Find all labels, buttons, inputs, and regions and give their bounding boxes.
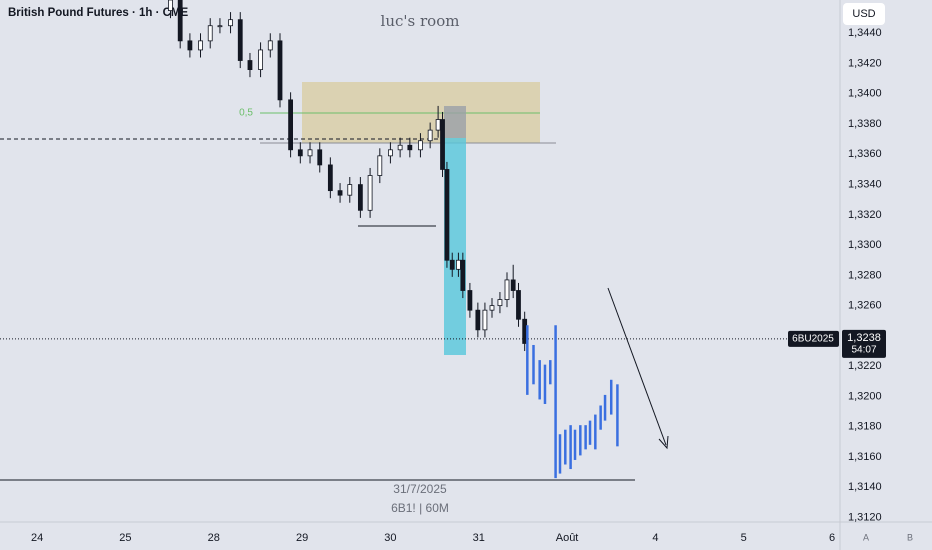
x-tick-label: 28 xyxy=(208,532,220,544)
candle-body xyxy=(267,40,273,51)
candle-body xyxy=(357,184,363,211)
candle-body xyxy=(317,149,323,166)
currency-label[interactable]: USD xyxy=(852,8,875,20)
candle-body xyxy=(516,290,521,320)
y-tick-label: 1,3260 xyxy=(848,300,882,312)
candle-body xyxy=(377,155,383,176)
y-tick-label: 1,3120 xyxy=(848,511,882,523)
candle-body xyxy=(258,49,263,71)
x-tick-label: 24 xyxy=(31,532,43,544)
y-tick-label: 1,3320 xyxy=(848,209,882,221)
y-tick-label: 1,3420 xyxy=(848,57,882,69)
candle-body xyxy=(510,279,516,291)
y-tick-label: 1,3300 xyxy=(848,239,882,251)
candle-body xyxy=(217,25,223,28)
candle-body xyxy=(460,259,466,291)
watermark: luc's room xyxy=(381,12,460,30)
candle-body xyxy=(277,40,283,101)
symbol-title: British Pound Futures · 1h · CME xyxy=(8,7,188,19)
candle-body xyxy=(327,164,333,192)
x-tick-label: 25 xyxy=(119,532,131,544)
candle-body xyxy=(297,149,303,157)
candle-body xyxy=(475,309,481,331)
candle-body xyxy=(337,190,343,196)
candle-body xyxy=(237,19,243,61)
last-price-box xyxy=(842,329,886,358)
candle-body xyxy=(489,305,495,311)
candle-body xyxy=(397,144,403,151)
candle-body xyxy=(427,129,433,142)
y-tick-label: 1,3160 xyxy=(848,451,882,463)
arrow-head xyxy=(658,435,669,450)
candle-body xyxy=(440,119,445,170)
candle-body xyxy=(347,184,353,196)
countdown: 54:07 xyxy=(851,345,876,356)
target-zone xyxy=(444,138,466,355)
candle-body xyxy=(168,0,173,11)
y-tick-label: 1,3200 xyxy=(848,390,882,402)
candle-body xyxy=(504,279,510,300)
y-tick-label: 1,3340 xyxy=(848,178,882,190)
candle-body xyxy=(187,40,193,51)
candle-body xyxy=(482,309,488,331)
candle-body xyxy=(435,119,441,131)
candle-body xyxy=(247,60,253,71)
y-tick-label: 1,3280 xyxy=(848,269,882,281)
candle-body xyxy=(388,149,393,157)
last-price-label: 1,3238 xyxy=(847,332,881,344)
candle-body xyxy=(467,290,473,311)
scale-button[interactable]: B xyxy=(907,532,913,542)
fib-label: 0,5 xyxy=(239,108,253,119)
candle-body xyxy=(198,40,203,51)
x-tick-label: 29 xyxy=(296,532,308,544)
x-tick-label: 5 xyxy=(741,532,747,544)
candle-body xyxy=(177,0,183,42)
scale-button[interactable]: A xyxy=(863,532,869,542)
candle-body xyxy=(497,299,503,307)
x-tick-label: 6 xyxy=(829,532,835,544)
series-label: 6B1! | 60M xyxy=(391,501,449,515)
symbol-tag-box xyxy=(788,330,839,347)
candle-body xyxy=(288,99,293,151)
candle-body xyxy=(444,169,450,261)
x-tick-label: 4 xyxy=(652,532,658,544)
arrow-line xyxy=(607,287,667,446)
date-label: 31/7/2025 xyxy=(393,482,447,496)
candle-body xyxy=(407,144,413,151)
currency-button[interactable] xyxy=(843,3,885,25)
y-tick-label: 1,3140 xyxy=(848,481,882,493)
candle-body xyxy=(367,175,373,211)
candle-body xyxy=(418,140,423,151)
price-axis xyxy=(840,0,932,550)
x-tick-label: 31 xyxy=(473,532,485,544)
x-tick-label: Août xyxy=(556,532,579,544)
candle-body xyxy=(228,19,233,27)
x-tick-label: 30 xyxy=(384,532,396,544)
y-tick-label: 1,3360 xyxy=(848,148,882,160)
candle-body xyxy=(456,259,461,270)
y-tick-label: 1,3440 xyxy=(848,27,882,39)
symbol-tag: 6BU2025 xyxy=(792,334,834,345)
stop-zone xyxy=(444,106,466,138)
candle-body xyxy=(207,25,213,42)
y-tick-label: 1,3220 xyxy=(848,360,882,372)
candle-body xyxy=(449,259,455,270)
y-tick-label: 1,3180 xyxy=(848,421,882,433)
y-tick-label: 1,3380 xyxy=(848,118,882,130)
candle-body xyxy=(307,149,313,157)
y-tick-label: 1,3400 xyxy=(848,88,882,100)
